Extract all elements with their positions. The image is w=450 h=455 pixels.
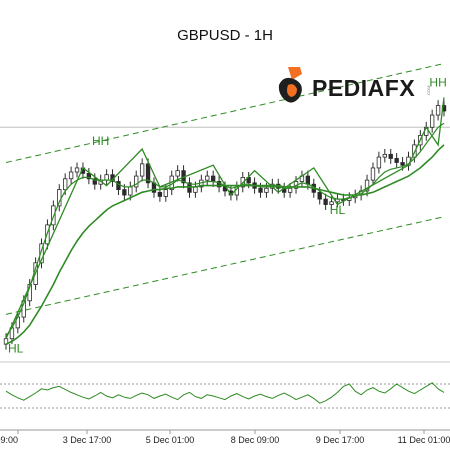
annotation-label: HL <box>8 341 24 355</box>
oscillator-line <box>5 382 445 404</box>
candle-body <box>139 163 145 177</box>
candle <box>370 162 376 186</box>
candle-body <box>400 162 405 166</box>
annotation-label: HL <box>330 203 346 217</box>
candle-body <box>382 153 387 158</box>
candle-body <box>86 172 92 180</box>
candle <box>74 162 80 178</box>
candle-body <box>104 174 109 181</box>
annotation-label: HH <box>92 134 109 148</box>
candle-body <box>128 186 133 196</box>
candle-body <box>435 105 441 116</box>
x-tick-label: 9 Dec 17:00 <box>316 435 365 445</box>
candle-body <box>376 156 382 169</box>
candle <box>376 151 382 174</box>
candle <box>329 196 334 210</box>
channel-layer <box>5 63 445 315</box>
candle-body <box>145 163 151 184</box>
logo-mark-icon <box>278 67 302 103</box>
logo-brand-text: PEDIAFX <box>312 75 415 101</box>
candle-body <box>394 158 399 163</box>
candle <box>39 238 44 269</box>
candle-body <box>157 191 163 197</box>
logo-suffix-text: .COM <box>426 86 431 96</box>
candle <box>145 158 151 189</box>
candle-body <box>364 179 370 192</box>
candle-body <box>74 167 80 173</box>
candle-body <box>412 144 417 158</box>
candle-body <box>163 189 168 197</box>
x-tick-label: 3 Dec 17:00 <box>63 435 112 445</box>
candle <box>388 148 393 164</box>
candle <box>139 158 145 182</box>
candle-body <box>134 175 139 188</box>
candle <box>382 148 387 163</box>
x-tick-label: 11 Dec 01:00 <box>398 435 450 445</box>
candle <box>134 170 139 193</box>
candle-body <box>258 187 263 193</box>
candle-body <box>92 178 97 185</box>
candle-body <box>323 198 328 205</box>
candle <box>175 165 180 182</box>
x-tick-label: 5 Dec 01:00 <box>146 435 195 445</box>
annotations: HH HL HL HH <box>8 76 447 356</box>
candle <box>364 174 370 197</box>
candle <box>68 166 74 185</box>
x-tick-label: 8 Dec 09:00 <box>231 435 280 445</box>
candle <box>394 153 399 168</box>
candle-body <box>429 114 435 128</box>
zigzag-layer <box>5 97 445 339</box>
chart-title: GBPUSD - 1H <box>177 27 273 44</box>
candle-body <box>388 153 393 159</box>
candle <box>86 167 92 185</box>
candle-body <box>305 175 311 185</box>
candle-body <box>370 167 376 181</box>
channel-lower-line <box>5 216 445 315</box>
candle-body <box>205 175 210 181</box>
oscillator-pane <box>0 382 450 409</box>
candle-body <box>210 175 216 182</box>
annotation-label: HH <box>429 76 446 90</box>
candle-body <box>329 201 334 205</box>
candle <box>435 100 441 121</box>
pediafx-logo: PEDIAFX .COM <box>278 67 431 103</box>
candle-body <box>122 189 127 196</box>
x-axis-ticks: 09:00 3 Dec 17:00 5 Dec 01:00 8 Dec 09:00 9 … <box>0 430 450 445</box>
candle-body <box>68 171 74 180</box>
candle-body <box>175 170 180 177</box>
candle-body <box>39 243 44 264</box>
candle-body <box>317 191 322 200</box>
candle-body <box>63 178 68 191</box>
candle-body <box>264 187 269 193</box>
candle <box>205 170 210 186</box>
candle <box>429 109 435 133</box>
candle-body <box>193 186 198 193</box>
x-tick-label: 09:00 <box>0 435 18 445</box>
candle <box>323 193 328 210</box>
channel-upper-line <box>5 63 445 163</box>
zigzag-line <box>5 97 445 339</box>
